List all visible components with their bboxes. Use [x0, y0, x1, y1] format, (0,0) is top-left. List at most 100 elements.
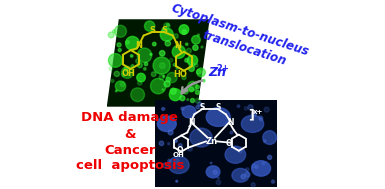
- Circle shape: [238, 149, 243, 153]
- Circle shape: [248, 105, 253, 110]
- Circle shape: [237, 105, 240, 108]
- Circle shape: [196, 105, 199, 109]
- Circle shape: [151, 72, 156, 77]
- Circle shape: [131, 88, 144, 101]
- Circle shape: [196, 85, 199, 89]
- Circle shape: [137, 73, 146, 82]
- Circle shape: [180, 96, 185, 101]
- Circle shape: [185, 58, 189, 62]
- Circle shape: [168, 130, 173, 135]
- Circle shape: [246, 168, 249, 171]
- Circle shape: [126, 36, 139, 50]
- Circle shape: [255, 166, 258, 169]
- Circle shape: [164, 81, 170, 87]
- Circle shape: [116, 90, 117, 92]
- Circle shape: [241, 174, 246, 179]
- Text: OH: OH: [122, 69, 136, 78]
- Text: N: N: [188, 118, 194, 127]
- Circle shape: [162, 163, 167, 168]
- Circle shape: [186, 48, 191, 53]
- Circle shape: [196, 90, 199, 94]
- Circle shape: [137, 48, 152, 62]
- Circle shape: [173, 64, 176, 66]
- Circle shape: [183, 89, 188, 94]
- Circle shape: [167, 143, 170, 145]
- Circle shape: [124, 67, 128, 71]
- Circle shape: [181, 107, 184, 110]
- Circle shape: [186, 43, 188, 45]
- Circle shape: [192, 36, 200, 44]
- Circle shape: [164, 23, 170, 29]
- Circle shape: [172, 45, 185, 58]
- Circle shape: [108, 32, 114, 38]
- Circle shape: [131, 65, 134, 68]
- Circle shape: [144, 62, 147, 66]
- Circle shape: [117, 43, 121, 47]
- Text: O: O: [176, 146, 183, 155]
- Circle shape: [217, 177, 219, 179]
- Ellipse shape: [263, 131, 276, 144]
- Circle shape: [262, 162, 265, 165]
- Circle shape: [174, 140, 177, 143]
- Ellipse shape: [182, 106, 196, 118]
- Ellipse shape: [157, 116, 176, 132]
- Circle shape: [151, 78, 166, 94]
- Text: &: &: [124, 128, 136, 141]
- Ellipse shape: [232, 168, 249, 182]
- Circle shape: [230, 131, 233, 134]
- Circle shape: [259, 117, 263, 121]
- Circle shape: [191, 98, 194, 103]
- Circle shape: [159, 50, 165, 56]
- Circle shape: [187, 99, 189, 101]
- Circle shape: [251, 183, 255, 187]
- Text: x+: x+: [253, 109, 264, 115]
- Ellipse shape: [206, 166, 220, 178]
- Circle shape: [176, 67, 178, 69]
- Circle shape: [179, 144, 182, 147]
- Text: N: N: [135, 41, 142, 50]
- Circle shape: [137, 63, 142, 68]
- Circle shape: [166, 77, 171, 82]
- Text: S: S: [199, 103, 204, 112]
- Text: O: O: [226, 139, 232, 148]
- Text: Cancer: Cancer: [104, 144, 156, 157]
- Circle shape: [127, 72, 131, 76]
- Circle shape: [216, 180, 221, 185]
- Text: Zn: Zn: [209, 66, 227, 79]
- Ellipse shape: [241, 115, 264, 132]
- Circle shape: [162, 89, 164, 91]
- Circle shape: [244, 107, 248, 110]
- Circle shape: [162, 108, 165, 110]
- Circle shape: [174, 159, 179, 163]
- Circle shape: [137, 81, 142, 85]
- Circle shape: [263, 140, 266, 142]
- Ellipse shape: [225, 146, 246, 163]
- Circle shape: [167, 72, 177, 83]
- Circle shape: [136, 59, 140, 63]
- Circle shape: [109, 67, 113, 70]
- Circle shape: [114, 71, 119, 77]
- Circle shape: [252, 164, 256, 168]
- Text: translocation: translocation: [201, 29, 288, 68]
- Text: DNA damage: DNA damage: [82, 111, 178, 124]
- Circle shape: [182, 30, 186, 34]
- Circle shape: [170, 88, 176, 94]
- Circle shape: [153, 57, 170, 74]
- Circle shape: [210, 162, 212, 164]
- Circle shape: [109, 53, 122, 67]
- Circle shape: [169, 58, 173, 62]
- Text: N: N: [227, 118, 234, 127]
- Circle shape: [121, 66, 133, 78]
- Text: Cytoplasm-to-nucleus: Cytoplasm-to-nucleus: [169, 2, 310, 59]
- Circle shape: [122, 73, 125, 77]
- Circle shape: [114, 25, 127, 37]
- Circle shape: [144, 21, 155, 31]
- Circle shape: [196, 70, 201, 74]
- Circle shape: [203, 79, 205, 82]
- Ellipse shape: [169, 156, 189, 174]
- Text: ]: ]: [248, 109, 254, 122]
- Circle shape: [213, 170, 218, 174]
- Circle shape: [182, 75, 186, 80]
- Circle shape: [268, 155, 272, 160]
- Circle shape: [159, 141, 164, 146]
